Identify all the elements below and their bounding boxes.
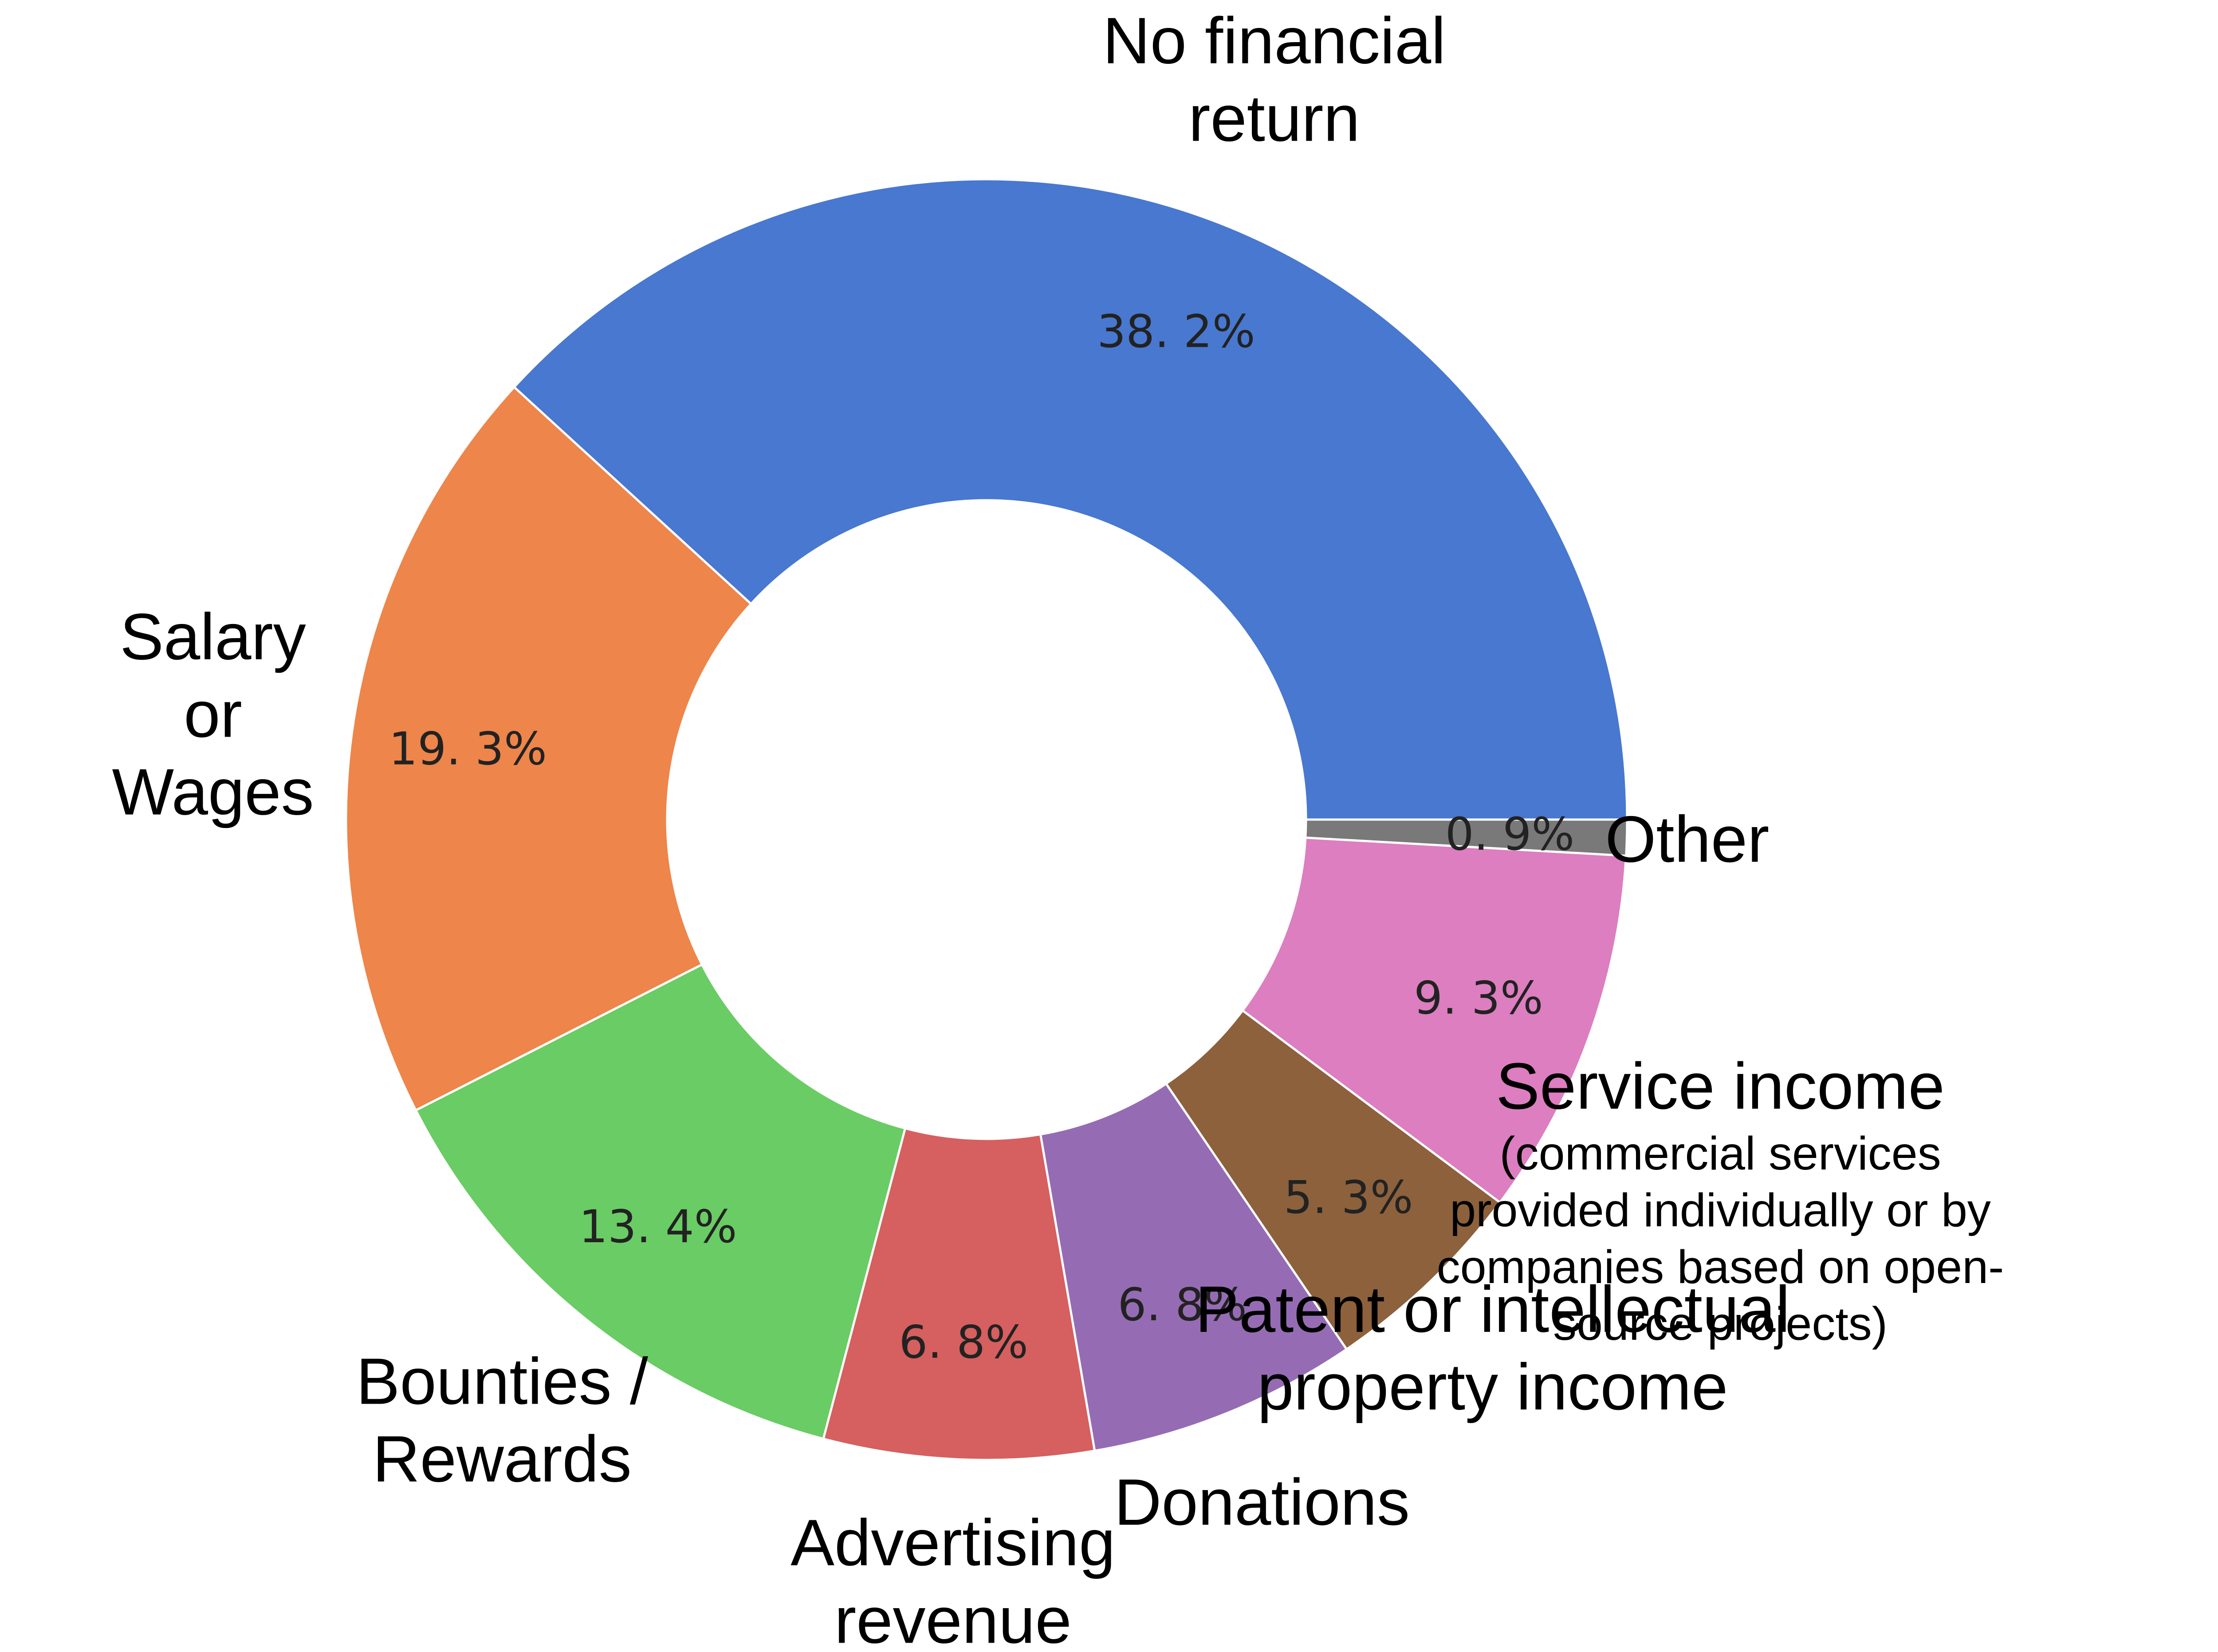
- category-label-other: Other: [1605, 803, 1769, 876]
- category-label-line: Advertising: [790, 1506, 1115, 1579]
- category-label-service-income: Service income(commercial servicesprovid…: [1437, 1050, 2004, 1350]
- category-label-line: Other: [1605, 803, 1769, 876]
- category-label-line: revenue: [834, 1584, 1072, 1652]
- category-label-line: return: [1188, 82, 1360, 155]
- percent-label-advertising-revenue: 6. 8%: [899, 1316, 1028, 1369]
- percent-labels-group: 38. 2% 19. 3% 13. 4% 6. 8% 6. 8% 5. 3% 9. 3% 0.…: [389, 306, 1575, 1369]
- percent-label-bounties-rewards: 13. 4%: [579, 1201, 737, 1253]
- category-label-line: provided individually or by: [1450, 1184, 1991, 1236]
- slice-no-financial-return: [513, 178, 1628, 821]
- slice-bounties-rewards: [414, 963, 907, 1440]
- percent-label-service-income: 9. 3%: [1414, 972, 1543, 1025]
- slice-patent-or-intellectual-property-income: [1165, 1009, 1501, 1350]
- category-label-line: Wages: [112, 755, 314, 828]
- category-label-bounties-rewards: Bounties /Rewards: [356, 1345, 649, 1496]
- slice-salary-or-wages: [345, 386, 752, 1112]
- slice-donations: [1039, 1083, 1348, 1452]
- slice-service-income: [1241, 836, 1628, 1204]
- category-label-line: Bounties /: [356, 1345, 649, 1418]
- category-label-line: source projects): [1553, 1298, 1888, 1350]
- category-label-donations: Donations: [1114, 1466, 1410, 1539]
- slice-advertising-revenue: [822, 1127, 1096, 1461]
- percent-label-salary-or-wages: 19. 3%: [389, 723, 547, 776]
- category-label-line: Donations: [1114, 1466, 1410, 1539]
- percent-label-no-financial-return: 38. 2%: [1097, 306, 1255, 358]
- percent-label-patent-or-intellectual-property-income: 5. 3%: [1284, 1171, 1413, 1224]
- slices-group: [345, 178, 1628, 1461]
- category-label-line: companies based on open-: [1437, 1241, 2004, 1293]
- category-label-line: No financial: [1103, 4, 1446, 78]
- category-label-line: Patent or intellectual: [1195, 1273, 1790, 1346]
- category-label-line: Salary: [120, 600, 306, 673]
- category-label-line: property income: [1257, 1350, 1728, 1424]
- percent-label-other: 0. 9%: [1445, 808, 1575, 861]
- category-label-line: or: [184, 678, 242, 751]
- percent-label-donations: 6. 8%: [1117, 1279, 1247, 1331]
- category-label-line: Rewards: [373, 1423, 632, 1496]
- category-label-line: Service income: [1496, 1050, 1945, 1123]
- category-label-line: (commercial services: [1499, 1127, 1941, 1180]
- slice-other: [1304, 818, 1628, 857]
